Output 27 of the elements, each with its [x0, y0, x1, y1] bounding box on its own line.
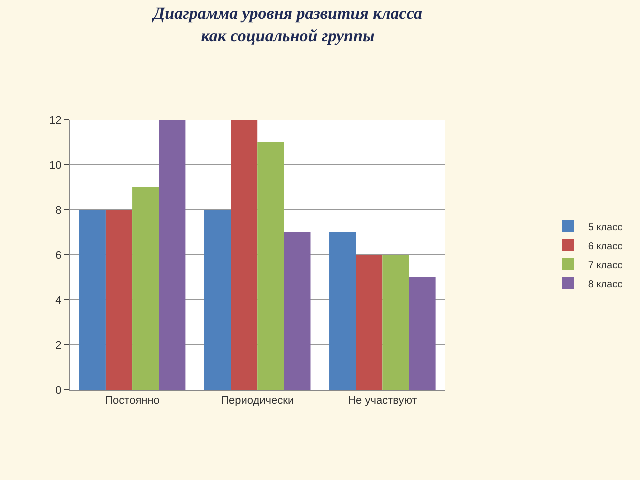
bar — [382, 255, 410, 390]
legend-label: 6 класс — [588, 241, 623, 252]
bar — [231, 120, 258, 390]
y-tick-label: 10 — [50, 160, 62, 172]
chart-title: Диаграмма уровня развития класса как социальной группы — [152, 4, 423, 46]
y-tick-label: 2 — [56, 340, 62, 352]
x-tick-label: Не участвуют — [348, 395, 418, 408]
bar — [159, 120, 186, 390]
y-tick-label: 4 — [56, 294, 62, 307]
bar — [409, 278, 436, 390]
bar — [356, 255, 383, 390]
legend-label: 5 класс — [588, 222, 623, 234]
bar — [330, 232, 356, 390]
y-tick-label: 8 — [56, 204, 62, 217]
x-tick-label: Постоянно — [105, 395, 160, 408]
y-tick-label: 12 — [50, 114, 62, 127]
legend-label: 7 класс — [588, 260, 623, 272]
bar — [132, 188, 160, 390]
bar — [204, 210, 232, 390]
legend-label: 8 класс — [588, 279, 623, 290]
bar — [258, 142, 284, 390]
bar — [106, 210, 133, 390]
bar — [284, 232, 311, 390]
bar — [79, 210, 106, 390]
x-tick-label: Периодически — [221, 395, 294, 408]
y-tick-label: 6 — [56, 250, 62, 262]
y-tick-label: 0 — [56, 384, 62, 397]
